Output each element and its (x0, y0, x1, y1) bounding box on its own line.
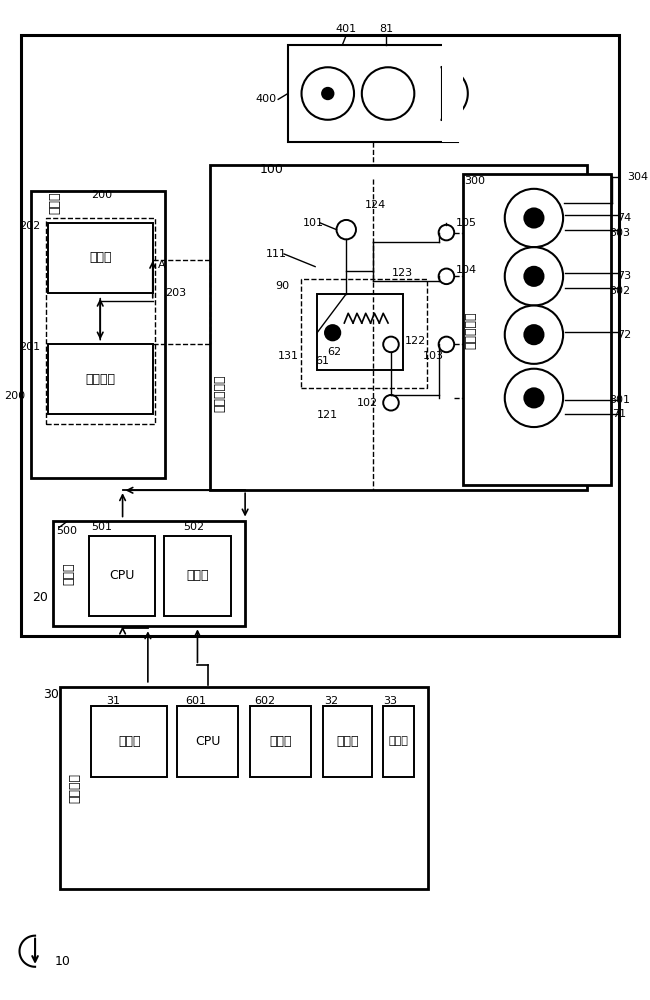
Bar (53, 521, 245, 626)
Text: 光照射部: 光照射部 (85, 373, 115, 386)
Text: 102: 102 (358, 398, 378, 408)
Bar (31, 191, 165, 478)
Text: 501: 501 (91, 522, 112, 532)
Text: 71: 71 (612, 409, 627, 419)
Circle shape (302, 67, 354, 120)
Bar (300, 279, 427, 388)
Text: 存储部: 存储部 (270, 735, 292, 748)
Circle shape (322, 88, 333, 99)
Text: 203: 203 (166, 288, 187, 298)
Circle shape (524, 388, 543, 408)
Text: 顕示部: 顕示部 (336, 735, 358, 748)
Circle shape (524, 267, 543, 286)
Text: 様品調制部: 様品調制部 (213, 374, 226, 412)
Text: 輸入部: 輸入部 (389, 736, 409, 746)
Text: 算出部: 算出部 (118, 735, 140, 748)
Text: 74: 74 (618, 213, 632, 223)
Circle shape (439, 225, 454, 240)
Circle shape (505, 247, 563, 306)
Text: 62: 62 (328, 347, 342, 357)
Circle shape (505, 369, 563, 427)
Text: 200: 200 (4, 391, 25, 401)
Text: 111: 111 (266, 249, 287, 259)
Text: 602: 602 (254, 696, 275, 706)
Text: 100: 100 (260, 163, 283, 176)
Bar (323, 706, 372, 777)
Text: 処理装置: 処理装置 (68, 773, 81, 803)
Text: 61: 61 (315, 356, 329, 366)
Circle shape (337, 220, 356, 239)
Text: 124: 124 (365, 200, 386, 210)
Bar (46, 218, 155, 424)
Bar (441, 43, 463, 142)
Text: 601: 601 (185, 696, 206, 706)
Circle shape (439, 337, 454, 352)
Text: A: A (158, 260, 165, 270)
Bar (210, 165, 588, 490)
Text: 101: 101 (303, 218, 324, 228)
Text: 202: 202 (19, 221, 40, 231)
Bar (463, 174, 611, 485)
Text: 存储部: 存储部 (186, 569, 209, 582)
Text: 200: 200 (90, 190, 112, 200)
Bar (177, 706, 239, 777)
Text: 81: 81 (379, 24, 393, 34)
Text: 104: 104 (456, 265, 477, 275)
Text: 31: 31 (106, 696, 120, 706)
Text: 401: 401 (335, 24, 357, 34)
Text: 400: 400 (255, 94, 276, 104)
Text: 121: 121 (317, 410, 339, 420)
Circle shape (524, 208, 543, 228)
Bar (47, 344, 153, 414)
Text: 105: 105 (456, 218, 477, 228)
Bar (250, 706, 311, 777)
Bar (288, 45, 458, 142)
Text: 122: 122 (404, 336, 426, 346)
Bar (60, 687, 428, 889)
Text: 304: 304 (627, 172, 649, 182)
Text: 10: 10 (55, 955, 70, 968)
Text: 試剤収容部: 試剤収容部 (464, 311, 477, 349)
Circle shape (325, 325, 341, 341)
Circle shape (384, 337, 398, 352)
Text: 73: 73 (618, 271, 631, 281)
Bar (88, 536, 155, 616)
Text: 303: 303 (609, 228, 630, 238)
Text: 検測部: 検測部 (48, 191, 61, 214)
Text: 500: 500 (57, 526, 77, 536)
Text: 301: 301 (609, 395, 630, 405)
Text: 103: 103 (422, 351, 443, 361)
Text: 123: 123 (392, 268, 413, 278)
Bar (317, 294, 402, 370)
Text: 201: 201 (19, 342, 40, 352)
Bar (92, 706, 167, 777)
Circle shape (439, 269, 454, 284)
Text: 72: 72 (618, 330, 632, 340)
Circle shape (505, 306, 563, 364)
Text: 32: 32 (324, 696, 339, 706)
Bar (384, 706, 414, 777)
Text: 302: 302 (609, 286, 630, 296)
Circle shape (384, 395, 398, 411)
Text: 受光部: 受光部 (89, 251, 111, 264)
Text: 300: 300 (464, 176, 485, 186)
Bar (47, 223, 153, 293)
Bar (21, 35, 619, 636)
Circle shape (362, 67, 414, 120)
Text: 控制部: 控制部 (62, 563, 75, 585)
Circle shape (524, 325, 543, 344)
Text: CPU: CPU (109, 569, 135, 582)
Bar (164, 536, 231, 616)
Text: 33: 33 (383, 696, 397, 706)
Text: 90: 90 (276, 281, 290, 291)
Text: 30: 30 (44, 688, 59, 701)
Text: 131: 131 (278, 351, 298, 361)
Text: CPU: CPU (196, 735, 221, 748)
Text: 502: 502 (183, 522, 204, 532)
Circle shape (505, 189, 563, 247)
Text: 20: 20 (32, 591, 48, 604)
